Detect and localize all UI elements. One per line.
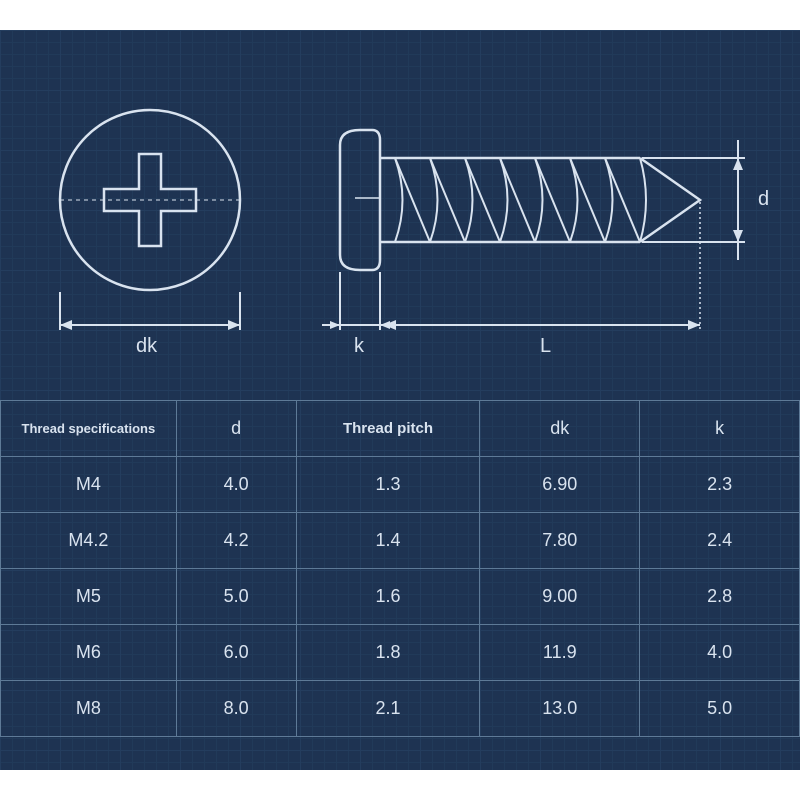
cell: M4.2 [1, 513, 177, 569]
screw-side-view [340, 130, 700, 270]
spec-table: Thread specifications d Thread pitch dk … [0, 400, 800, 737]
cell: 4.0 [640, 625, 800, 681]
blueprint-panel: dk k L d Thread specifications d Thread … [0, 30, 800, 770]
cell: M6 [1, 625, 177, 681]
cell: 1.8 [296, 625, 480, 681]
cell: 2.3 [640, 457, 800, 513]
cell: 11.9 [480, 625, 640, 681]
cell: 6.0 [176, 625, 296, 681]
cell: 5.0 [640, 681, 800, 737]
diagram-area: dk k L d [0, 30, 800, 390]
label-d: d [758, 188, 769, 211]
col-thread-pitch: Thread pitch [296, 401, 480, 457]
table-header-row: Thread specifications d Thread pitch dk … [1, 401, 800, 457]
cell: 2.1 [296, 681, 480, 737]
spec-table-wrap: Thread specifications d Thread pitch dk … [0, 400, 800, 770]
dim-L [384, 202, 700, 330]
table-row: M5 5.0 1.6 9.00 2.8 [1, 569, 800, 625]
col-d: d [176, 401, 296, 457]
cell: 7.80 [480, 513, 640, 569]
table-body: M4 4.0 1.3 6.90 2.3 M4.2 4.2 1.4 7.80 2.… [1, 457, 800, 737]
label-k: k [354, 335, 364, 358]
col-dk: dk [480, 401, 640, 457]
dim-k [322, 272, 398, 330]
cell: 4.0 [176, 457, 296, 513]
cell: 8.0 [176, 681, 296, 737]
cell: 9.00 [480, 569, 640, 625]
table-row: M4.2 4.2 1.4 7.80 2.4 [1, 513, 800, 569]
table-row: M4 4.0 1.3 6.90 2.3 [1, 457, 800, 513]
label-L: L [540, 335, 551, 358]
dim-dk [60, 292, 240, 330]
label-dk: dk [136, 335, 157, 358]
cell: 2.4 [640, 513, 800, 569]
sheet: dk k L d Thread specifications d Thread … [0, 0, 800, 800]
cell: 4.2 [176, 513, 296, 569]
cell: 2.8 [640, 569, 800, 625]
table-row: M8 8.0 2.1 13.0 5.0 [1, 681, 800, 737]
cell: M5 [1, 569, 177, 625]
cell: 5.0 [176, 569, 296, 625]
col-k: k [640, 401, 800, 457]
col-thread-spec: Thread specifications [1, 401, 177, 457]
table-row: M6 6.0 1.8 11.9 4.0 [1, 625, 800, 681]
screw-diagram [0, 30, 800, 390]
cell: 1.4 [296, 513, 480, 569]
cell: M8 [1, 681, 177, 737]
cell: 1.6 [296, 569, 480, 625]
cell: 6.90 [480, 457, 640, 513]
cell: 1.3 [296, 457, 480, 513]
cell: M4 [1, 457, 177, 513]
cell: 13.0 [480, 681, 640, 737]
dim-d [642, 140, 745, 260]
